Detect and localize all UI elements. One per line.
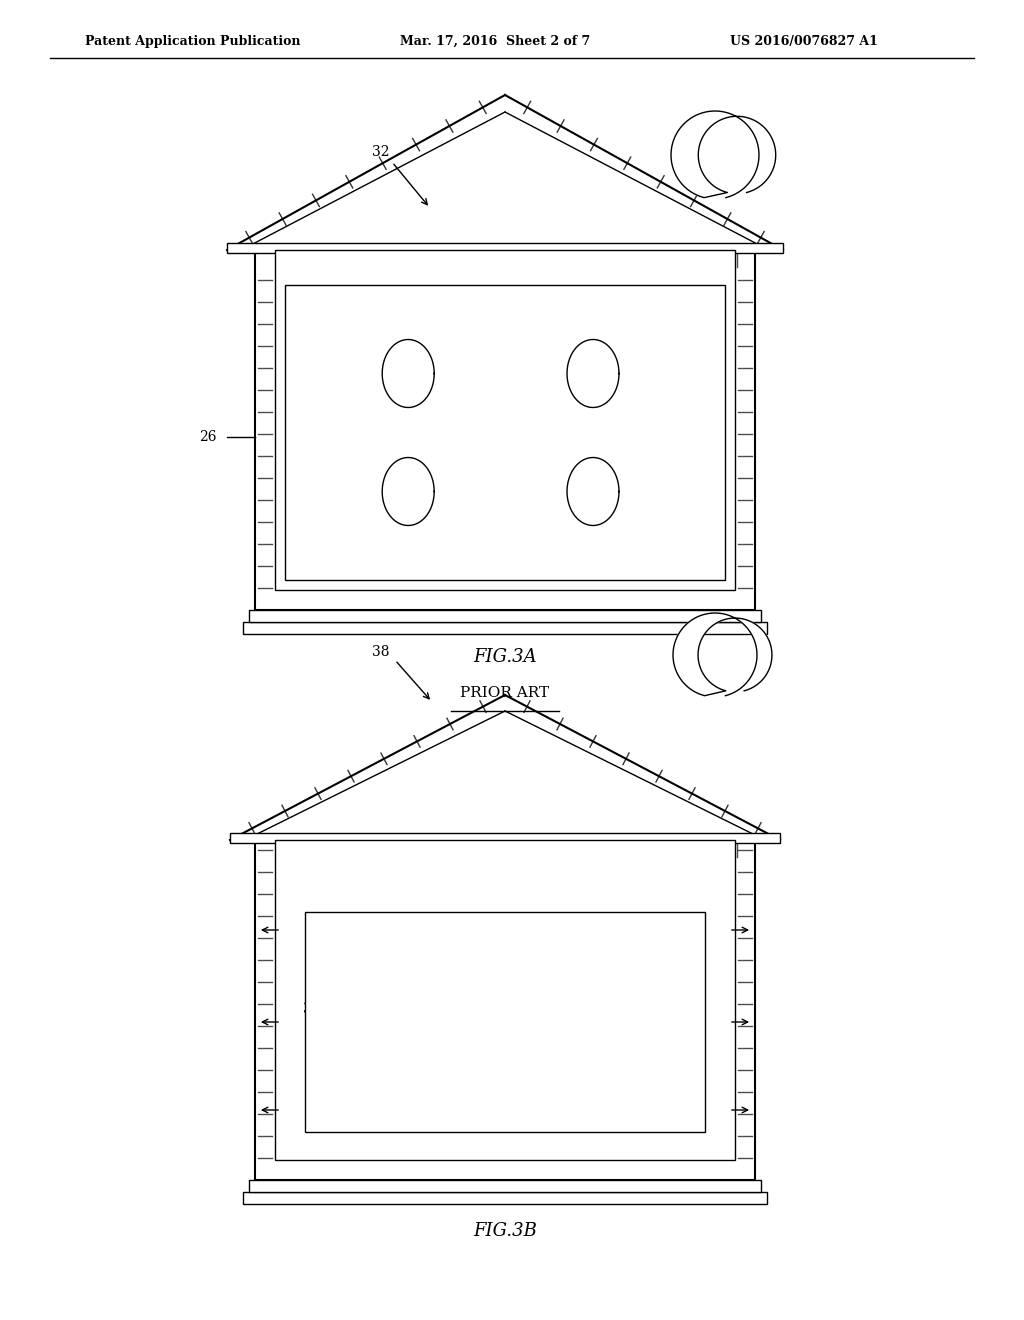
Bar	[305, 912, 705, 1133]
Bar	[255, 249, 755, 610]
Text: 28: 28	[599, 496, 616, 511]
Bar	[249, 1180, 761, 1192]
Bar	[243, 1192, 767, 1204]
Text: 34: 34	[663, 1002, 681, 1016]
Text: US 2016/0076827 A1: US 2016/0076827 A1	[730, 36, 878, 48]
Bar	[275, 840, 735, 1160]
Text: PRIOR ART: PRIOR ART	[461, 686, 550, 700]
Text: Mar. 17, 2016  Sheet 2 of 7: Mar. 17, 2016 Sheet 2 of 7	[400, 36, 590, 48]
Bar	[227, 243, 783, 253]
Text: 26: 26	[200, 430, 217, 445]
Text: 32: 32	[372, 145, 389, 158]
Bar	[243, 622, 767, 634]
Bar	[285, 285, 725, 579]
Text: FIG.3A: FIG.3A	[473, 648, 537, 667]
Bar	[255, 840, 755, 1180]
Polygon shape	[673, 612, 772, 696]
Text: 30: 30	[289, 496, 306, 511]
Text: 38: 38	[372, 645, 389, 659]
Bar	[275, 249, 735, 590]
Text: FIG.3B: FIG.3B	[473, 1222, 537, 1239]
Bar	[230, 833, 780, 843]
Text: 36: 36	[303, 1002, 321, 1016]
Text: 28: 28	[315, 940, 333, 954]
Text: 28: 28	[667, 940, 684, 954]
Text: Patent Application Publication: Patent Application Publication	[85, 36, 300, 48]
Bar	[249, 610, 761, 622]
Polygon shape	[671, 111, 776, 198]
